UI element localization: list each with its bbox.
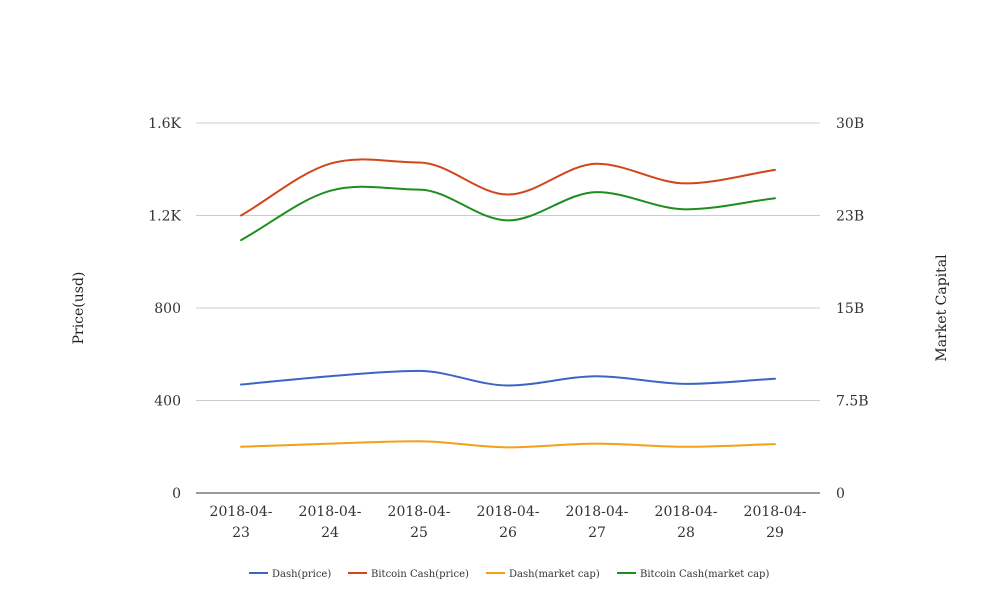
legend-label: Bitcoin Cash(market cap) <box>640 569 769 580</box>
y-left-tick-label: 0 <box>172 486 181 502</box>
x-tick-label: 2018-04-24 <box>299 504 362 541</box>
y-right-tick-label: 0 <box>836 486 845 502</box>
x-tick-label: 2018-04-23 <box>210 504 273 541</box>
y-axis-right-title: Market Capital <box>934 254 950 362</box>
y-left-tick-label: 400 <box>154 394 181 410</box>
right-axis-ticks: 0 7.5B 15B 23B 30B <box>836 116 869 502</box>
x-tick-label: 2018-04-27 <box>566 504 629 541</box>
series-line-4 <box>240 185 776 242</box>
legend-label: Dash(price) <box>272 569 331 580</box>
y-right-tick-label: 23B <box>836 209 864 225</box>
series-line-1 <box>240 369 776 387</box>
y-right-tick-label: 30B <box>836 116 864 132</box>
series-lines <box>240 158 776 449</box>
y-right-tick-label: 7.5B <box>836 394 869 410</box>
x-tick-label: 2018-04-26 <box>477 504 540 541</box>
y-axis-left-title: Price(usd) <box>71 272 87 345</box>
series-line-2 <box>240 158 776 217</box>
x-axis-ticks: 2018-04-23 2018-04-24 2018-04-25 2018-04-26… <box>210 504 807 541</box>
y-left-tick-label: 1.6K <box>148 116 181 132</box>
legend-label: Dash(market cap) <box>509 569 600 580</box>
y-right-tick-label: 15B <box>836 301 864 317</box>
legend-label: Bitcoin Cash(price) <box>371 569 469 580</box>
gridlines <box>196 122 820 494</box>
x-tick-label: 2018-04-29 <box>744 504 807 541</box>
series-line-3 <box>240 440 776 449</box>
y-left-tick-label: 800 <box>154 301 181 317</box>
x-tick-label: 2018-04-25 <box>388 504 451 541</box>
y-left-tick-label: 1.2K <box>148 209 181 225</box>
legend: Dash(price) Bitcoin Cash(price) Dash(marke… <box>249 569 769 580</box>
x-tick-label: 2018-04-28 <box>655 504 718 541</box>
left-axis-ticks: 0 400 800 1.2K 1.6K <box>148 116 181 502</box>
